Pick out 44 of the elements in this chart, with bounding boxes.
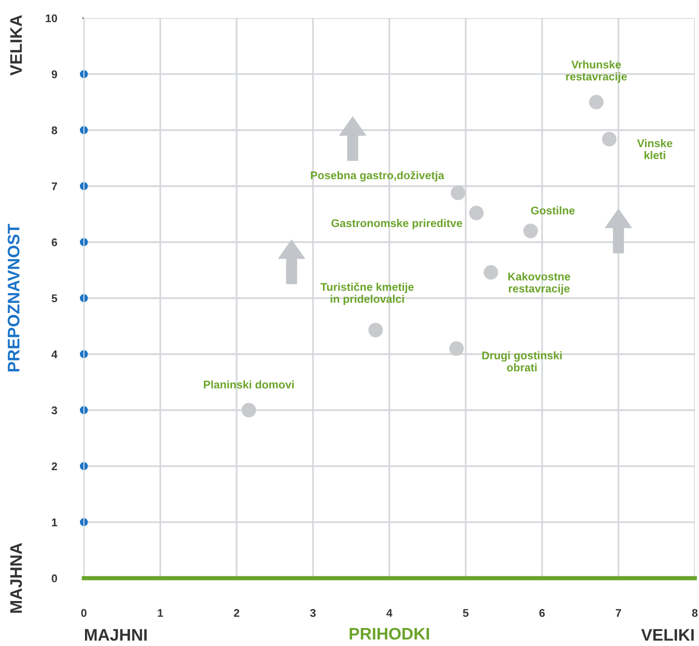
- point: [368, 322, 383, 338]
- point: [469, 206, 484, 220]
- annotation: Posebna gastro,doživetja: [310, 170, 444, 182]
- x-tick-label: 7: [616, 609, 622, 617]
- point: [484, 265, 498, 280]
- annotation: Vrhunske restavracije: [566, 60, 627, 83]
- y-tick-label: 6: [52, 238, 58, 246]
- x-tick-label: 0: [81, 609, 87, 617]
- text: MAJHNI: [84, 629, 147, 641]
- text: MAJHNA: [10, 542, 22, 613]
- annotation: Planinski domovi: [204, 380, 294, 389]
- y-tick-label: 7: [52, 182, 58, 190]
- x-axis-title: PRIHODKI: [350, 628, 429, 640]
- x-tick-label: 5: [462, 609, 468, 617]
- point: [523, 224, 538, 238]
- point: [449, 341, 464, 356]
- y-tick-label: 2: [52, 462, 58, 470]
- y-tick-label: 10: [46, 14, 58, 22]
- y-tick-label: 9: [52, 70, 58, 78]
- y-tick-label: 5: [52, 294, 58, 302]
- annotation: Kakovostne restavracije: [508, 272, 570, 295]
- annotation: Vinske kleti: [637, 139, 672, 160]
- x-tick-label: 3: [310, 609, 316, 617]
- point: [242, 402, 256, 418]
- annotation: Drugi gostinski obrati: [482, 351, 562, 372]
- x-tick-label: 6: [539, 609, 545, 617]
- annotation: Gostilne: [531, 206, 575, 214]
- x-tick-label: 1: [158, 609, 164, 617]
- annotation: Turistične kmetije in pridelovalci: [320, 282, 414, 306]
- text: VELIKA: [10, 15, 22, 76]
- y-tick-label: 4: [51, 350, 58, 358]
- point: [589, 94, 604, 110]
- point: [602, 132, 617, 146]
- y-tick-label: 1: [52, 518, 58, 526]
- y-tick-label: 0: [52, 574, 58, 582]
- text: VELIKI: [641, 629, 694, 641]
- y-tick-label: 3: [52, 406, 58, 414]
- y-axis-title: PREPOZNAVNOST: [8, 224, 20, 372]
- annotation: Gastronomske prireditve: [331, 218, 462, 230]
- x-tick-label: 2: [234, 609, 240, 617]
- x-tick-label: 8: [692, 609, 698, 617]
- x-tick-label: 4: [386, 609, 392, 617]
- point: [450, 186, 466, 200]
- y-tick-label: 8: [52, 126, 58, 134]
